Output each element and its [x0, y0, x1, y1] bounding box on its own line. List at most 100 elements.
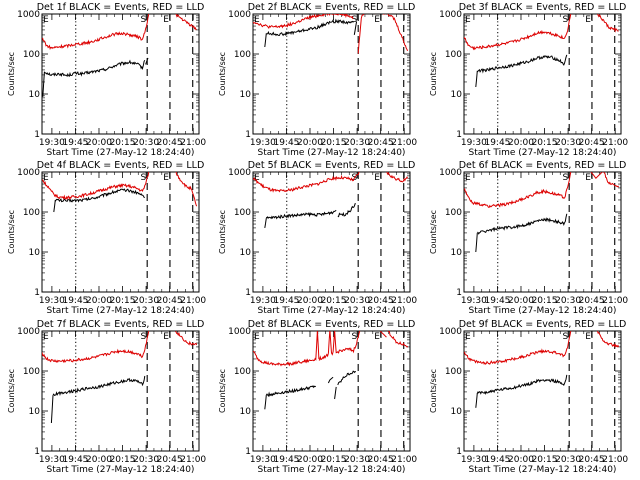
- x-axis-label: Start Time (27-May-12 18:24:40): [469, 148, 617, 158]
- panel-1: Det 1f BLACK = Events, RED = LLD 1 10 100 10…: [7, 2, 206, 158]
- lld-series-line: [253, 331, 320, 367]
- x-tick-label: 19:30: [461, 455, 487, 465]
- lld-series-line: [464, 172, 572, 209]
- event-marker-label: S: [351, 15, 357, 25]
- event-marker-label: S: [562, 332, 568, 342]
- event-marker-label: S: [562, 15, 568, 25]
- x-tick-label: 20:30: [555, 455, 581, 465]
- data-lines: [42, 331, 198, 424]
- x-tick-label: 20:30: [344, 296, 370, 306]
- x-tick-label: 20:00: [86, 138, 112, 148]
- y-tick-label: 1000: [17, 327, 40, 337]
- panel-title: Det 4f BLACK = Events, RED = LLD: [37, 160, 205, 171]
- plot-frame: [463, 13, 622, 135]
- events-series-line: [476, 374, 568, 396]
- lld-series-line: [379, 331, 387, 338]
- x-tick-label: 20:30: [344, 455, 370, 465]
- x-tick-label: 21:00: [391, 455, 417, 465]
- events-series-line: [265, 385, 317, 397]
- x-tick-label: 20:00: [508, 296, 534, 306]
- x-axis-label: Start Time (27-May-12 18:24:40): [469, 465, 617, 475]
- lld-series-line: [464, 14, 572, 51]
- x-axis-label: Start Time (27-May-12 18:24:40): [258, 306, 406, 316]
- x-tick-label: 20:30: [133, 455, 159, 465]
- x-axis-label: Start Time (27-May-12 18:24:40): [47, 465, 195, 475]
- x-tick-label: 21:00: [180, 455, 206, 465]
- x-tick-label: 19:45: [62, 455, 88, 465]
- corner-marker-label: E: [254, 332, 260, 342]
- events-series-line: [145, 57, 149, 65]
- events-series-line: [475, 232, 478, 253]
- x-tick-label: 19:30: [461, 296, 487, 306]
- plot-frame: [463, 330, 622, 452]
- y-tick-label: 1000: [439, 10, 462, 20]
- x-axis-label: Start Time (27-May-12 18:24:40): [47, 148, 195, 158]
- events-series-line: [353, 21, 358, 35]
- y-tick-label: 10: [29, 248, 41, 258]
- event-marker-label: S: [140, 332, 146, 342]
- plot-frame: [252, 330, 411, 452]
- y-tick-label: 100: [234, 50, 251, 60]
- events-series-line: [54, 188, 145, 203]
- events-series-line: [264, 395, 267, 410]
- events-series-line: [327, 376, 334, 384]
- events-series-line: [44, 59, 146, 78]
- y-tick-label: 1: [456, 288, 462, 298]
- corner-marker-label: E: [465, 15, 471, 25]
- y-tick-label: 100: [23, 50, 40, 60]
- x-tick-label: 20:30: [133, 138, 159, 148]
- panel-title: Det 2f BLACK = Events, RED = LLD: [248, 2, 416, 13]
- x-tick-label: 20:00: [297, 455, 323, 465]
- y-tick-label: 10: [451, 248, 463, 258]
- events-series-line: [475, 70, 478, 88]
- events-series-line: [475, 393, 478, 408]
- x-axis-label: Start Time (27-May-12 18:24:40): [258, 148, 406, 158]
- lld-series-line: [590, 172, 603, 179]
- data-lines: [464, 331, 620, 408]
- x-tick-label: 20:45: [157, 296, 183, 306]
- x-tick-label: 20:45: [368, 296, 394, 306]
- y-tick-label: 1: [34, 447, 40, 457]
- y-tick-label: 10: [29, 407, 41, 417]
- y-tick-label: 1000: [439, 168, 462, 178]
- lld-series-line: [464, 331, 572, 366]
- x-tick-label: 20:30: [555, 296, 581, 306]
- y-axis-label: Counts/sec: [7, 210, 16, 254]
- event-marker-label: E: [585, 15, 591, 25]
- x-axis-label: Start Time (27-May-12 18:24:40): [47, 306, 195, 316]
- x-tick-label: 20:15: [321, 296, 347, 306]
- x-tick-label: 19:30: [461, 138, 487, 148]
- x-tick-label: 19:45: [273, 138, 299, 148]
- panel-5: Det 5f BLACK = Events, RED = LLD 1 10 100 10…: [218, 160, 417, 316]
- y-axis-label: Counts/sec: [218, 52, 227, 96]
- panel-title: Det 6f BLACK = Events, RED = LLD: [459, 160, 627, 171]
- lld-series-line: [357, 14, 376, 54]
- y-axis-label: Counts/sec: [218, 210, 227, 254]
- event-marker-label: E: [374, 173, 380, 183]
- event-marker-label: E: [163, 15, 169, 25]
- event-marker-label: E: [374, 332, 380, 342]
- events-series-line: [50, 395, 54, 424]
- panel-4: Det 4f BLACK = Events, RED = LLD 1 10 100 10…: [7, 160, 206, 316]
- y-tick-label: 1000: [228, 168, 251, 178]
- panel-title: Det 8f BLACK = Events, RED = LLD: [248, 319, 416, 330]
- x-tick-label: 19:45: [273, 296, 299, 306]
- events-series-line: [42, 71, 45, 97]
- event-marker-label: S: [140, 173, 146, 183]
- lld-series-line: [318, 331, 361, 361]
- x-tick-label: 20:45: [579, 138, 605, 148]
- x-tick-label: 20:45: [579, 455, 605, 465]
- panel-title: Det 1f BLACK = Events, RED = LLD: [37, 2, 205, 13]
- x-tick-label: 20:00: [508, 455, 534, 465]
- event-marker-label: E: [585, 173, 591, 183]
- x-tick-label: 19:30: [250, 455, 276, 465]
- event-marker-label: E: [374, 15, 380, 25]
- data-lines: [464, 14, 619, 88]
- events-series-line: [337, 203, 356, 218]
- x-tick-label: 19:30: [250, 138, 276, 148]
- lld-series-line: [175, 172, 198, 207]
- plot-frame: [41, 330, 200, 452]
- data-lines: [253, 172, 409, 228]
- plot-frame: [252, 13, 411, 135]
